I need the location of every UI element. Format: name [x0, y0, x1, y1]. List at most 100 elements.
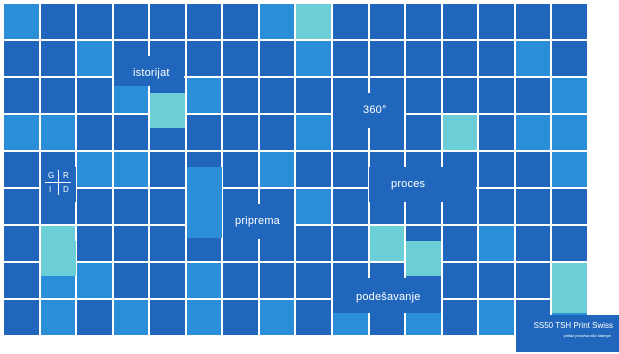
- grid-tile: [296, 115, 331, 150]
- grid-tile: [150, 226, 185, 261]
- label-istorijat: istorijat: [133, 67, 170, 79]
- grid-tile: [114, 226, 148, 261]
- grid-tile: [150, 189, 185, 224]
- grid-tile-merged: [516, 315, 619, 352]
- grid-tile-merged: [41, 241, 76, 276]
- grid-tile: [4, 226, 39, 261]
- grid-letter-r: R: [63, 171, 69, 180]
- grid-tile: [552, 4, 587, 39]
- grid-tile: [479, 4, 514, 39]
- grid-tile: [443, 226, 477, 261]
- grid-tile-merged: [223, 204, 294, 239]
- grid-tile: [296, 300, 331, 335]
- grid-tile: [4, 41, 39, 76]
- grid-tile: [77, 115, 112, 150]
- grid-tile: [406, 4, 441, 39]
- grid-tile: [4, 152, 39, 187]
- label-podesavanje: podešavanje: [356, 291, 421, 303]
- grid-tile: [4, 115, 39, 150]
- grid-tile: [333, 152, 368, 187]
- grid-tile: [296, 78, 331, 113]
- grid-tile: [296, 226, 331, 261]
- grid-tile: [552, 41, 587, 76]
- grid-tile: [516, 189, 550, 224]
- grid-tile: [223, 4, 258, 39]
- grid-tile: [479, 78, 514, 113]
- grid-tile: [516, 226, 550, 261]
- grid-tile: [443, 41, 477, 76]
- grid-tile: [443, 4, 477, 39]
- grid-tile: [443, 78, 477, 113]
- grid-tile: [4, 78, 39, 113]
- grid-tile-merged: [296, 4, 331, 39]
- footer-subtitle: priliaz procesa sito štampe: [563, 333, 611, 338]
- grid-tile: [223, 263, 258, 298]
- grid-tile: [4, 189, 39, 224]
- grid-tile: [223, 115, 258, 150]
- grid-tile: [41, 41, 75, 76]
- grid-tile: [552, 78, 587, 113]
- grid-tile-merged: [552, 278, 587, 313]
- grid-tile: [114, 263, 148, 298]
- grid-tile: [552, 115, 587, 150]
- grid-tile-merged: [333, 93, 404, 128]
- grid-tile: [516, 4, 550, 39]
- grid-tile: [443, 115, 477, 150]
- grid-tile-merged: [406, 241, 441, 276]
- grid-logo-v-divider: [58, 170, 59, 195]
- grid-tile: [223, 152, 258, 187]
- grid-tile: [516, 263, 550, 298]
- grid-tile: [552, 189, 587, 224]
- grid-tile: [260, 263, 294, 298]
- grid-tile: [479, 115, 514, 150]
- grid-tile: [114, 4, 148, 39]
- grid-tile: [114, 300, 148, 335]
- grid-tile-merged: [187, 167, 222, 238]
- grid-tile: [77, 78, 112, 113]
- grid-tile: [187, 263, 221, 298]
- grid-tile: [187, 41, 221, 76]
- grid-tile: [333, 226, 368, 261]
- grid-tile: [370, 4, 404, 39]
- grid-tile: [479, 41, 514, 76]
- grid-tile: [260, 115, 294, 150]
- grid-tile: [370, 226, 404, 261]
- grid-tile: [150, 152, 185, 187]
- label-priprema: priprema: [235, 215, 281, 227]
- grid-tile: [260, 152, 294, 187]
- grid-tile: [406, 78, 441, 113]
- grid-tile: [4, 263, 39, 298]
- grid-tile: [552, 152, 587, 187]
- grid-tile: [370, 41, 404, 76]
- grid-tile: [479, 300, 514, 335]
- grid-letter-g: G: [48, 171, 55, 180]
- grid-tile: [406, 115, 441, 150]
- grid-tile: [552, 226, 587, 261]
- grid-tile: [443, 300, 477, 335]
- grid-tile-merged: [369, 167, 476, 202]
- grid-tile: [187, 78, 221, 113]
- grid-tile: [516, 115, 550, 150]
- grid-tile: [260, 78, 294, 113]
- grid-tile: [296, 263, 331, 298]
- grid-tile: [516, 78, 550, 113]
- grid-tile: [77, 4, 112, 39]
- grid-tile: [77, 263, 112, 298]
- grid-tile: [479, 226, 514, 261]
- grid-tile: [479, 263, 514, 298]
- grid-tile: [114, 152, 148, 187]
- grid-tile: [296, 41, 331, 76]
- grid-tile: [260, 300, 294, 335]
- grid-tile: [333, 189, 368, 224]
- grid-tile: [516, 152, 550, 187]
- grid-tile: [150, 300, 185, 335]
- grid-tile-merged: [150, 93, 185, 128]
- grid-tile-merged: [114, 56, 184, 86]
- footer-title: SS50 TSH Print Swiss: [533, 321, 613, 330]
- grid-tile: [223, 300, 258, 335]
- grid-tile: [443, 263, 477, 298]
- grid-tile: [296, 189, 331, 224]
- grid-tile: [516, 41, 550, 76]
- grid-tile: [77, 41, 112, 76]
